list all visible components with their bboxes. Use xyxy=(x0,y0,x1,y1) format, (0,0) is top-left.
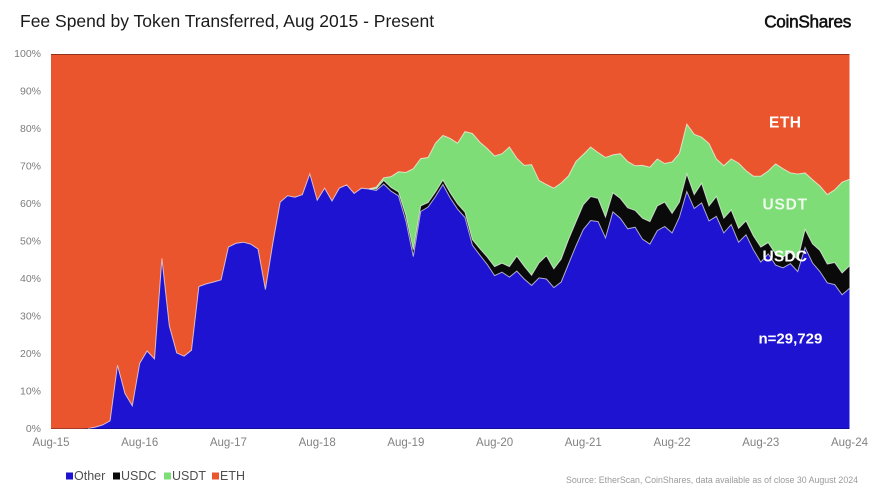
svg-text:30%: 30% xyxy=(20,311,41,323)
svg-text:70%: 70% xyxy=(20,161,41,173)
svg-text:Aug-15: Aug-15 xyxy=(32,437,69,449)
svg-text:n=29,729: n=29,729 xyxy=(759,331,823,348)
svg-text:Aug-18: Aug-18 xyxy=(299,437,336,449)
svg-text:40%: 40% xyxy=(20,273,41,285)
svg-text:Other: Other xyxy=(74,469,105,483)
svg-text:0%: 0% xyxy=(26,423,41,435)
svg-text:USDC: USDC xyxy=(121,469,156,483)
svg-text:USDT: USDT xyxy=(172,469,206,483)
svg-text:Aug-22: Aug-22 xyxy=(654,437,691,449)
svg-text:Aug-24: Aug-24 xyxy=(831,437,869,449)
svg-text:Aug-20: Aug-20 xyxy=(476,437,513,449)
svg-text:80%: 80% xyxy=(20,123,41,135)
svg-text:USDC: USDC xyxy=(763,249,808,266)
svg-text:20%: 20% xyxy=(20,348,41,360)
svg-text:90%: 90% xyxy=(20,86,41,98)
svg-text:50%: 50% xyxy=(20,236,41,248)
svg-text:60%: 60% xyxy=(20,198,41,210)
svg-text:Aug-16: Aug-16 xyxy=(121,437,158,449)
svg-text:Aug-23: Aug-23 xyxy=(742,437,779,449)
svg-text:CoinShares: CoinShares xyxy=(764,12,851,32)
svg-text:ETH: ETH xyxy=(769,115,802,132)
svg-text:Aug-21: Aug-21 xyxy=(565,437,602,449)
svg-text:USDT: USDT xyxy=(763,197,808,214)
svg-text:10%: 10% xyxy=(20,386,41,398)
svg-text:Aug-19: Aug-19 xyxy=(387,437,424,449)
svg-text:Fee Spend by Token Transferred: Fee Spend by Token Transferred, Aug 2015… xyxy=(20,11,434,31)
svg-text:100%: 100% xyxy=(14,48,41,60)
svg-text:Aug-17: Aug-17 xyxy=(210,437,247,449)
svg-text:ETH: ETH xyxy=(220,469,245,483)
svg-text:Source: EtherScan, CoinShares,: Source: EtherScan, CoinShares, data avai… xyxy=(566,475,858,485)
